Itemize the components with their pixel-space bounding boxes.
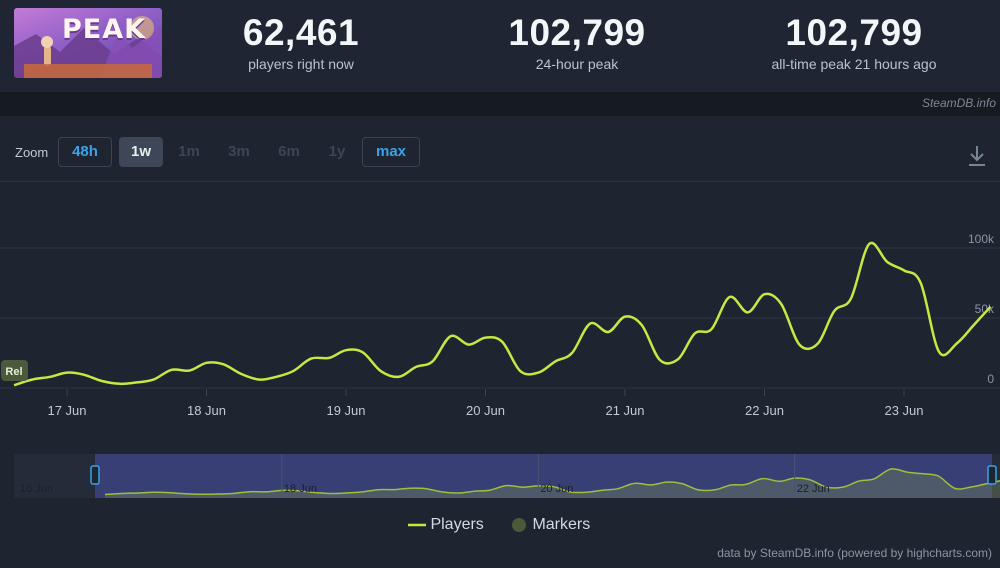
legend-item-markers[interactable]: Markers bbox=[510, 516, 590, 534]
navigator-left-handle[interactable] bbox=[90, 465, 100, 485]
x-tick-label: 23 Jun bbox=[884, 403, 923, 418]
x-tick-label: 19 Jun bbox=[326, 403, 365, 418]
release-marker-label: Rel bbox=[5, 366, 22, 378]
zoom-1y-button[interactable]: 1y bbox=[328, 143, 346, 160]
steamdb-credit[interactable]: SteamDB.info bbox=[921, 96, 996, 110]
zoom-1m-button[interactable]: 1m bbox=[178, 143, 200, 160]
x-tick-label: 20 Jun bbox=[466, 403, 505, 418]
navigator-tick-label: 16 Jun bbox=[20, 483, 53, 495]
stat-value: 102,799 bbox=[508, 12, 646, 53]
zoom-label: Zoom bbox=[15, 145, 49, 160]
stat-players-now: 62,461 players right now bbox=[171, 12, 431, 72]
navigator-tick-label: 18 Jun bbox=[284, 483, 317, 495]
credit-bar: SteamDB.info bbox=[0, 92, 1000, 116]
navigator-tick-label: 22 Jun bbox=[797, 483, 830, 495]
navigator-tick-label: 20 Jun bbox=[540, 483, 573, 495]
stat-label: all-time peak 21 hours ago bbox=[771, 56, 937, 72]
players-series-line[interactable] bbox=[13, 241, 992, 387]
markers-dot-icon bbox=[512, 517, 526, 532]
players-chart: 0 50k 100k 17 Jun 18 Jun 19 Jun 20 Jun 21 Jun 22… bbox=[0, 232, 1000, 498]
stat-value: 102,799 bbox=[785, 12, 923, 53]
zoom-1w-button[interactable]: 1w bbox=[119, 137, 163, 167]
download-icon[interactable] bbox=[966, 144, 988, 168]
toolbar-divider bbox=[0, 181, 1000, 182]
zoom-48h-button[interactable]: 48h bbox=[58, 137, 112, 167]
x-tick-label: 21 Jun bbox=[605, 403, 644, 418]
stats-header: PEAK 62,461 players right now 102,799 24… bbox=[0, 0, 1000, 92]
stat-label: players right now bbox=[248, 56, 354, 72]
x-tick-label: 22 Jun bbox=[745, 403, 784, 418]
x-tick-label: 17 Jun bbox=[47, 403, 86, 418]
zoom-max-button[interactable]: max bbox=[362, 137, 420, 167]
y-tick-label: 100k bbox=[968, 232, 995, 246]
legend-label: Markers bbox=[532, 516, 591, 533]
navigator-area bbox=[105, 468, 1000, 498]
y-tick-label: 50k bbox=[975, 302, 995, 316]
x-tick-label: 18 Jun bbox=[187, 403, 226, 418]
navigator-selection[interactable] bbox=[95, 454, 992, 498]
y-tick-label: 0 bbox=[987, 372, 994, 386]
stat-label: 24-hour peak bbox=[535, 56, 619, 72]
legend-item-players[interactable]: Players bbox=[408, 516, 484, 534]
game-logo[interactable]: PEAK bbox=[14, 8, 162, 78]
release-marker[interactable] bbox=[0, 360, 28, 381]
navigator-right-handle[interactable] bbox=[987, 465, 997, 485]
stat-all-time-peak: 102,799 all-time peak 21 hours ago bbox=[724, 12, 984, 72]
zoom-6m-button[interactable]: 6m bbox=[278, 143, 300, 160]
players-line-icon bbox=[408, 523, 426, 527]
legend-label: Players bbox=[430, 516, 484, 533]
navigator-line bbox=[104, 468, 1000, 496]
stat-24h-peak: 102,799 24-hour peak bbox=[447, 12, 707, 72]
logo-art bbox=[14, 16, 162, 78]
stat-value: 62,461 bbox=[242, 12, 360, 53]
logo-text: PEAK bbox=[62, 14, 147, 45]
zoom-3m-button[interactable]: 3m bbox=[228, 143, 250, 160]
highcharts-credit[interactable]: data by SteamDB.info (powered by highcha… bbox=[717, 546, 992, 560]
